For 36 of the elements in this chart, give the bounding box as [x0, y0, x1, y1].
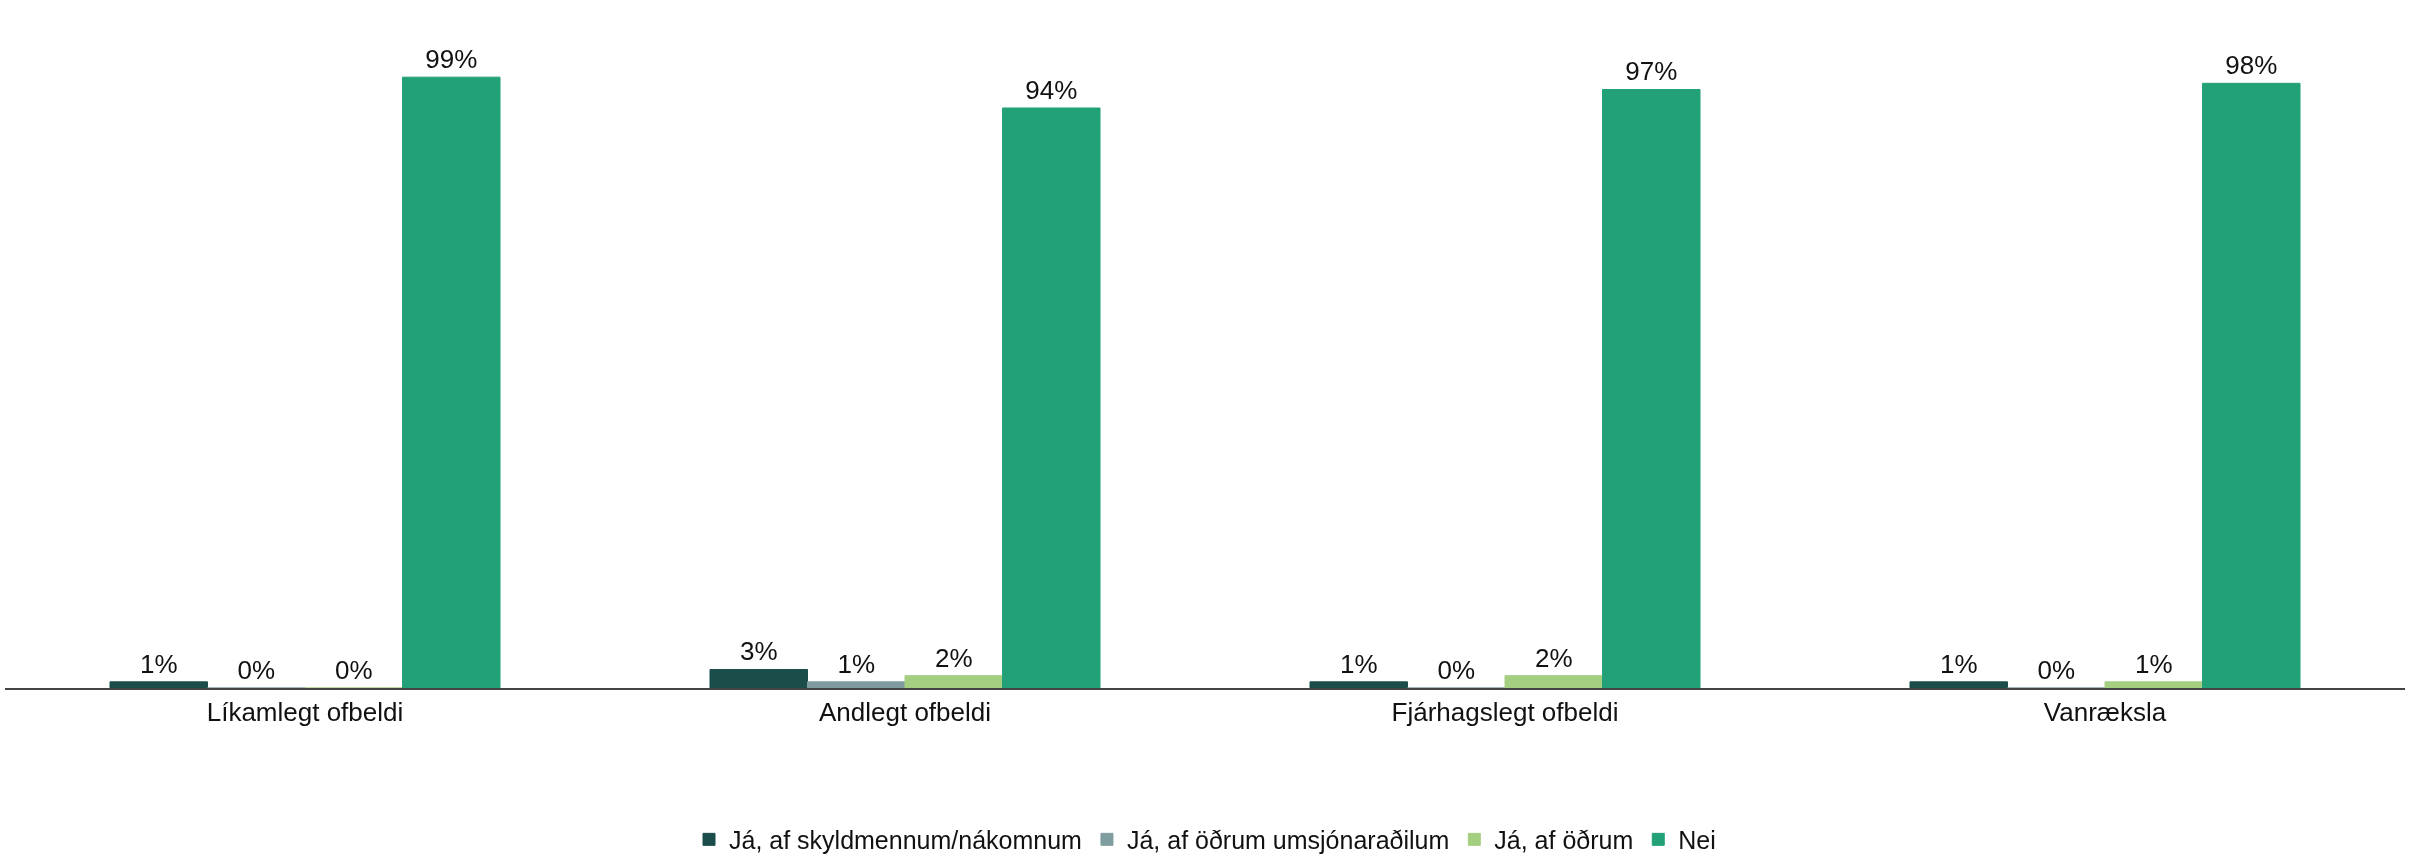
data-label: 0%: [237, 655, 276, 685]
data-label: 0%: [2037, 655, 2076, 685]
x-tick-label: Vanræksla: [2043, 696, 2167, 727]
data-label: 1%: [139, 648, 178, 679]
data-label: 1%: [1339, 648, 1378, 679]
bar: [109, 681, 208, 688]
bar: [2202, 82, 2301, 688]
x-tick-label: Andlegt ofbeldi: [818, 696, 992, 727]
data-label: 99%: [425, 44, 478, 75]
legend-label: Nei: [1678, 826, 1716, 855]
bar: [1602, 88, 1701, 688]
bar: [1909, 681, 2008, 688]
bar: [1002, 107, 1101, 688]
legend-label: Já, af öðrum: [1494, 826, 1634, 855]
data-label: 0%: [1437, 655, 1476, 685]
bar: [2104, 681, 2203, 688]
data-label: 2%: [934, 642, 973, 673]
legend-label: Já, af skyldmennum/nákomnum: [729, 826, 1082, 855]
legend-label: Já, af öðrum umsjónaraðilum: [1126, 826, 1450, 855]
data-label: 94%: [1025, 75, 1078, 105]
bar: [709, 668, 808, 688]
bar: [1504, 675, 1603, 688]
data-label: 0%: [334, 655, 373, 685]
data-label: 98%: [2225, 50, 2278, 81]
bar: [904, 675, 1003, 688]
x-tick-label: Fjárhagslegt ofbeldi: [1391, 696, 1619, 727]
bar: [807, 681, 906, 688]
bar: [1309, 681, 1408, 688]
data-label: 3%: [739, 636, 778, 667]
bar: [402, 76, 501, 688]
data-label: 97%: [1625, 56, 1678, 87]
data-label: 1%: [1939, 648, 1978, 679]
data-label: 2%: [1534, 642, 1573, 673]
x-tick-label: Líkamlegt ofbeldi: [206, 696, 404, 727]
data-label: 1%: [2134, 648, 2173, 679]
data-label: 1%: [837, 648, 876, 679]
